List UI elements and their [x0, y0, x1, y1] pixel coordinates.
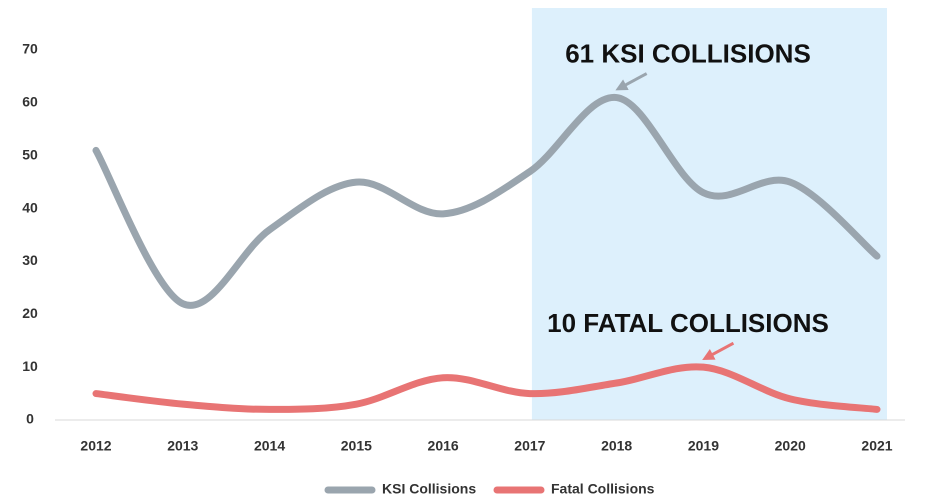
y-tick-label: 50	[22, 146, 38, 162]
x-tick-label: 2019	[688, 438, 719, 454]
annotation: 10 FATAL COLLISIONS	[547, 308, 829, 338]
x-tick-label: 2016	[428, 438, 459, 454]
x-tick-label: 2020	[775, 438, 806, 454]
y-tick-label: 60	[22, 94, 38, 110]
y-tick-label: 10	[22, 358, 38, 374]
line-series	[92, 94, 881, 309]
annotation-arrow	[702, 341, 735, 360]
y-tick-label: 30	[22, 252, 38, 268]
line-series	[92, 363, 881, 413]
y-tick-label: 70	[22, 41, 38, 57]
x-tick-label: 2014	[254, 438, 285, 454]
legend-label: Fatal Collisions	[551, 481, 655, 497]
y-tick-label: 40	[22, 199, 38, 215]
annotation: 61 KSI COLLISIONS	[565, 38, 811, 68]
x-tick-label: 2015	[341, 438, 372, 454]
legend-label: KSI Collisions	[382, 481, 476, 497]
x-tick-label: 2018	[601, 438, 632, 454]
x-tick-label: 2013	[167, 438, 198, 454]
annotation-arrow	[615, 72, 648, 91]
x-tick-label: 2012	[80, 438, 111, 454]
y-tick-label: 0	[26, 411, 34, 427]
y-tick-label: 20	[22, 305, 38, 321]
x-tick-label: 2021	[861, 438, 892, 454]
x-tick-label: 2017	[514, 438, 545, 454]
